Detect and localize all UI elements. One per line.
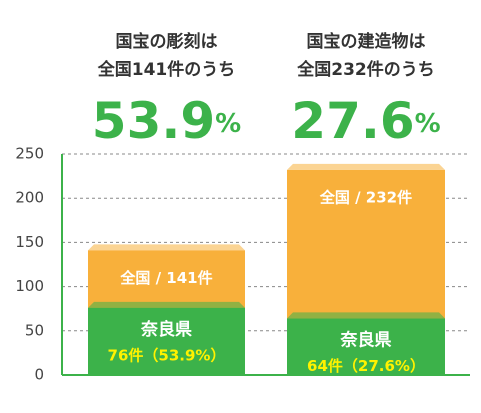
- category-title: 全国141件のうち: [97, 59, 236, 80]
- highlight-unit: %: [215, 109, 241, 139]
- bar-cap: [88, 244, 245, 251]
- highlight-number: 27.6: [291, 92, 414, 150]
- bar-cap: [88, 301, 245, 308]
- y-tick-label: 200: [15, 189, 44, 207]
- bar: [88, 307, 245, 375]
- value-label: 全国 / 141件: [119, 269, 212, 287]
- series-label: 奈良県: [140, 319, 192, 340]
- highlight: 27.6%: [291, 92, 440, 150]
- value-label: 64件（27.6%）: [307, 357, 425, 375]
- value-label: 76件（53.9%）: [108, 346, 226, 364]
- y-tick-label: 150: [15, 233, 44, 251]
- bar-cap: [287, 163, 445, 170]
- category-title: 全国232件のうち: [296, 59, 435, 80]
- y-tick-label: 0: [34, 366, 44, 384]
- bar-cap: [287, 312, 445, 319]
- category-title: 国宝の建造物は: [307, 31, 426, 52]
- bar: [287, 318, 445, 375]
- highlight-unit: %: [415, 109, 441, 139]
- series-label: 奈良県: [340, 329, 392, 350]
- highlight-number: 53.9: [92, 92, 215, 150]
- y-tick-label: 250: [15, 145, 44, 163]
- highlight: 53.9%: [92, 92, 241, 150]
- y-tick-label: 50: [25, 321, 44, 339]
- category-title: 国宝の彫刻は: [116, 31, 218, 52]
- y-tick-label: 100: [15, 277, 44, 295]
- value-label: 全国 / 232件: [319, 188, 412, 206]
